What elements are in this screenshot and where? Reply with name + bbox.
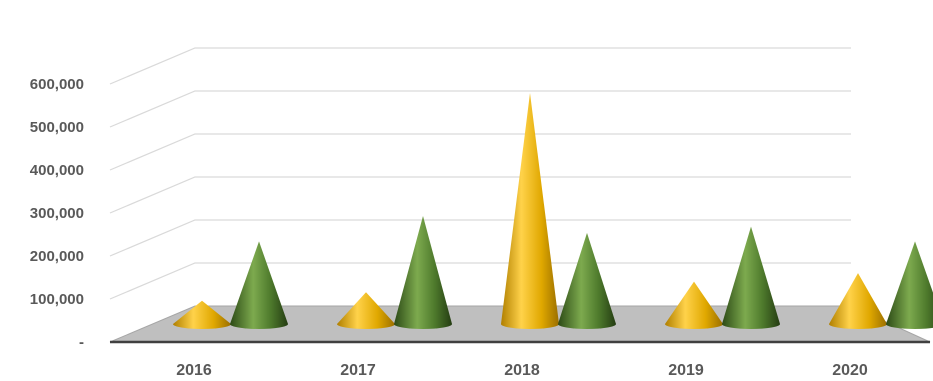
x-tick-label: 2019 xyxy=(668,362,704,379)
gridline xyxy=(109,262,851,300)
x-tick-label: 2016 xyxy=(176,362,212,379)
gridline xyxy=(109,133,851,171)
y-tick-label: 500,000 xyxy=(30,119,84,136)
gridline xyxy=(109,176,851,214)
cone-mark xyxy=(394,215,452,329)
cone-body xyxy=(230,241,288,329)
y-axis: - 100,000 200,000 300,000 400,000 500,000 600,… xyxy=(30,76,84,351)
gridline xyxy=(109,47,851,85)
y-tick-label: 600,000 xyxy=(30,76,84,93)
cone-mark xyxy=(230,241,288,329)
cone-mark xyxy=(501,93,559,329)
y-tick-label: 300,000 xyxy=(30,205,84,222)
y-tick-label: 400,000 xyxy=(30,162,84,179)
y-tick-label: 100,000 xyxy=(30,291,84,308)
gridline xyxy=(109,219,851,257)
cone-body xyxy=(394,215,452,329)
cone-mark xyxy=(173,300,231,329)
cone-mark xyxy=(665,281,723,329)
x-tick-label: 2020 xyxy=(832,362,868,379)
cone-mark xyxy=(829,273,887,329)
cone-body xyxy=(337,292,395,329)
cone-mark xyxy=(886,241,933,329)
cone-mark xyxy=(722,226,780,329)
y-tick-label: - xyxy=(79,334,84,351)
x-tick-label: 2017 xyxy=(340,362,376,379)
cone-body xyxy=(558,232,616,329)
cone-body xyxy=(886,241,933,329)
gridlines xyxy=(109,47,851,300)
cone-mark xyxy=(337,292,395,329)
y-tick-label: 200,000 xyxy=(30,248,84,265)
cone-body xyxy=(501,93,559,329)
cone-body xyxy=(173,300,231,329)
cone-marks xyxy=(173,93,933,329)
cone-body xyxy=(665,281,723,329)
x-axis: 2016 2017 2018 2019 2020 xyxy=(176,362,868,379)
cone-body xyxy=(829,273,887,329)
x-tick-label: 2018 xyxy=(504,362,540,379)
cone-body xyxy=(722,226,780,329)
cone-mark xyxy=(558,232,616,329)
gridline xyxy=(109,90,851,128)
